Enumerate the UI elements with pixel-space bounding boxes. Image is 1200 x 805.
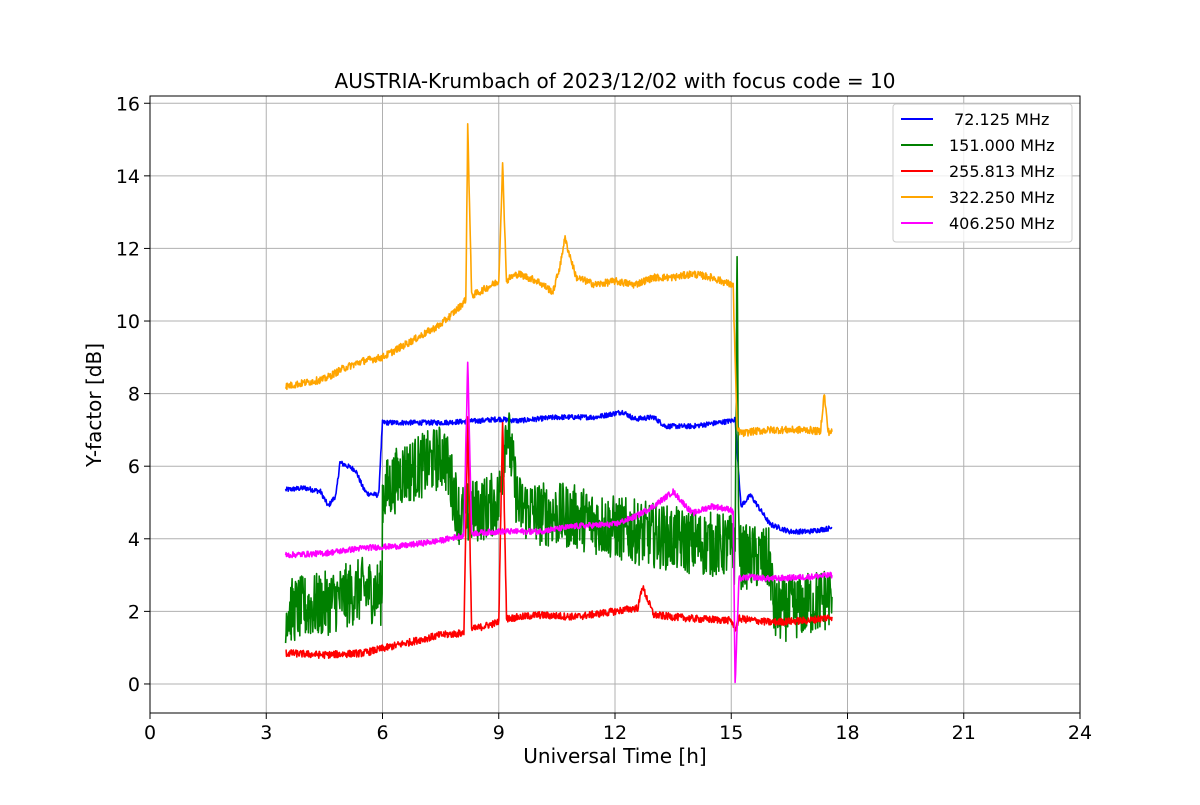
y-tick-label: 0	[128, 674, 140, 696]
y-tick-label: 12	[116, 238, 140, 260]
x-axis-label: Universal Time [h]	[523, 744, 706, 768]
y-tick-label: 10	[116, 311, 140, 333]
legend-label-0: 72.125 MHz	[949, 110, 1049, 129]
y-tick-label: 4	[128, 529, 140, 551]
y-axis-label: Y-factor [dB]	[82, 343, 106, 468]
series-line-4	[284, 361, 833, 684]
y-tick-label: 14	[116, 166, 140, 188]
x-tick-label: 18	[835, 722, 859, 744]
series-line-0	[284, 409, 833, 535]
x-tick-label: 0	[144, 722, 156, 744]
y-tick-label: 2	[128, 601, 140, 623]
y-tick-label: 16	[116, 93, 140, 115]
legend-box	[892, 103, 1073, 243]
legend-label-2: 255.813 MHz	[949, 162, 1054, 181]
x-tick-label: 24	[1068, 722, 1092, 744]
y-tick-label: 8	[128, 384, 140, 406]
x-tick-label: 6	[376, 722, 388, 744]
y-tick-label: 6	[128, 456, 140, 478]
legend-label-3: 322.250 MHz	[949, 188, 1054, 207]
legend: 72.125 MHz 151.000 MHz 255.813 MHz 322.250 …	[892, 103, 1073, 243]
x-tick-label: 12	[603, 722, 627, 744]
chart-title: AUSTRIA-Krumbach of 2023/12/02 with focu…	[335, 69, 896, 93]
series-line-2	[285, 416, 833, 660]
series-layer	[284, 123, 833, 684]
x-tick-label: 3	[260, 722, 272, 744]
legend-label-1: 151.000 MHz	[949, 136, 1054, 155]
series-line-3	[284, 123, 833, 438]
legend-label-4: 406.250 MHz	[949, 214, 1054, 233]
series-line-1	[284, 255, 833, 644]
x-tick-label: 15	[719, 722, 743, 744]
x-tick-label: 21	[952, 722, 976, 744]
x-tick-label: 9	[493, 722, 505, 744]
